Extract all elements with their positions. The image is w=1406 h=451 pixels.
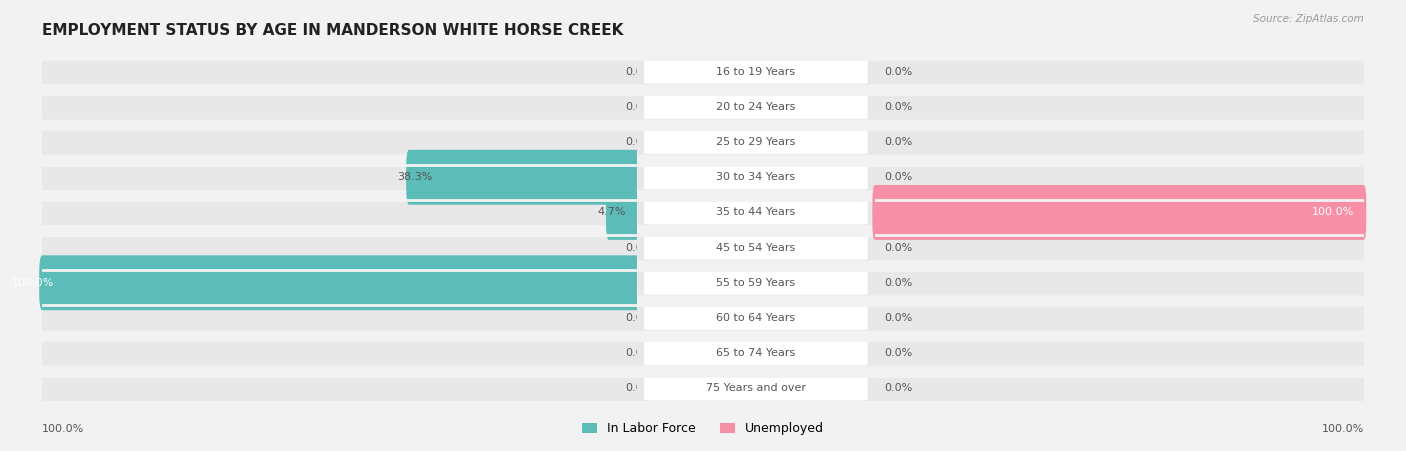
FancyBboxPatch shape [39, 255, 640, 310]
Text: 100.0%: 100.0% [11, 278, 53, 288]
Text: 0.0%: 0.0% [884, 243, 912, 253]
FancyBboxPatch shape [637, 376, 875, 401]
FancyBboxPatch shape [872, 185, 1367, 240]
FancyBboxPatch shape [875, 200, 1364, 225]
Text: 4.7%: 4.7% [598, 207, 626, 217]
Text: 0.0%: 0.0% [626, 383, 654, 393]
FancyBboxPatch shape [644, 235, 868, 260]
FancyBboxPatch shape [644, 200, 868, 225]
Text: 30 to 34 Years: 30 to 34 Years [716, 172, 796, 182]
Text: 0.0%: 0.0% [626, 348, 654, 358]
Text: 0.0%: 0.0% [884, 67, 912, 77]
Text: 65 to 74 Years: 65 to 74 Years [716, 348, 796, 358]
FancyBboxPatch shape [875, 235, 1364, 260]
FancyBboxPatch shape [875, 94, 1364, 120]
FancyBboxPatch shape [637, 59, 875, 84]
Text: EMPLOYMENT STATUS BY AGE IN MANDERSON WHITE HORSE CREEK: EMPLOYMENT STATUS BY AGE IN MANDERSON WH… [42, 23, 623, 37]
Text: 100.0%: 100.0% [42, 424, 84, 434]
Text: 0.0%: 0.0% [884, 383, 912, 393]
Text: 0.0%: 0.0% [884, 278, 912, 288]
FancyBboxPatch shape [42, 376, 637, 401]
FancyBboxPatch shape [637, 341, 875, 366]
Text: 0.0%: 0.0% [884, 313, 912, 323]
FancyBboxPatch shape [875, 376, 1364, 401]
Text: Source: ZipAtlas.com: Source: ZipAtlas.com [1253, 14, 1364, 23]
FancyBboxPatch shape [42, 129, 637, 155]
FancyBboxPatch shape [42, 270, 637, 295]
Text: 45 to 54 Years: 45 to 54 Years [716, 243, 796, 253]
Text: 0.0%: 0.0% [626, 67, 654, 77]
Legend: In Labor Force, Unemployed: In Labor Force, Unemployed [576, 417, 830, 440]
Text: 0.0%: 0.0% [626, 243, 654, 253]
FancyBboxPatch shape [644, 271, 868, 295]
FancyBboxPatch shape [644, 376, 868, 400]
Text: 0.0%: 0.0% [884, 348, 912, 358]
FancyBboxPatch shape [637, 270, 875, 295]
Text: 0.0%: 0.0% [884, 172, 912, 182]
Text: 25 to 29 Years: 25 to 29 Years [716, 137, 796, 147]
Text: 75 Years and over: 75 Years and over [706, 383, 806, 393]
FancyBboxPatch shape [644, 306, 868, 330]
FancyBboxPatch shape [42, 165, 637, 190]
FancyBboxPatch shape [644, 95, 868, 119]
Text: 0.0%: 0.0% [884, 102, 912, 112]
FancyBboxPatch shape [42, 305, 637, 331]
Text: 20 to 24 Years: 20 to 24 Years [716, 102, 796, 112]
FancyBboxPatch shape [875, 59, 1364, 84]
FancyBboxPatch shape [637, 200, 875, 225]
FancyBboxPatch shape [637, 235, 875, 260]
FancyBboxPatch shape [875, 341, 1364, 366]
FancyBboxPatch shape [637, 94, 875, 120]
Text: 100.0%: 100.0% [1312, 207, 1354, 217]
Text: 0.0%: 0.0% [626, 313, 654, 323]
FancyBboxPatch shape [42, 235, 637, 260]
Text: 55 to 59 Years: 55 to 59 Years [716, 278, 796, 288]
FancyBboxPatch shape [875, 165, 1364, 190]
FancyBboxPatch shape [606, 185, 640, 240]
Text: 16 to 19 Years: 16 to 19 Years [716, 67, 796, 77]
FancyBboxPatch shape [42, 59, 637, 84]
FancyBboxPatch shape [644, 165, 868, 189]
Text: 35 to 44 Years: 35 to 44 Years [716, 207, 796, 217]
FancyBboxPatch shape [644, 60, 868, 84]
FancyBboxPatch shape [644, 341, 868, 365]
FancyBboxPatch shape [42, 200, 637, 225]
FancyBboxPatch shape [637, 129, 875, 155]
Text: 60 to 64 Years: 60 to 64 Years [716, 313, 796, 323]
Text: 38.3%: 38.3% [398, 172, 433, 182]
FancyBboxPatch shape [637, 165, 875, 190]
Text: 0.0%: 0.0% [626, 137, 654, 147]
Text: 0.0%: 0.0% [884, 137, 912, 147]
FancyBboxPatch shape [42, 341, 637, 366]
FancyBboxPatch shape [875, 305, 1364, 331]
FancyBboxPatch shape [644, 130, 868, 154]
FancyBboxPatch shape [406, 150, 640, 205]
FancyBboxPatch shape [875, 270, 1364, 295]
FancyBboxPatch shape [875, 129, 1364, 155]
Text: 100.0%: 100.0% [1322, 424, 1364, 434]
FancyBboxPatch shape [637, 305, 875, 331]
Text: 0.0%: 0.0% [626, 102, 654, 112]
FancyBboxPatch shape [42, 94, 637, 120]
